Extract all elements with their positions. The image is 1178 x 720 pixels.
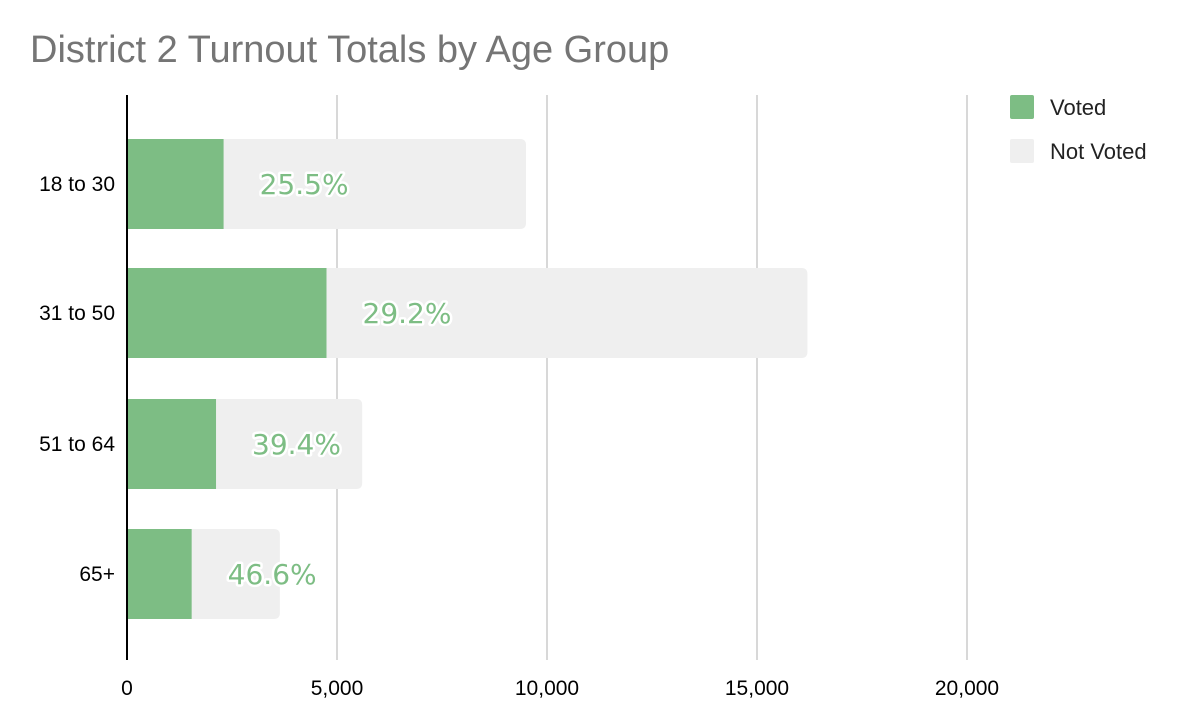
gridlines xyxy=(336,95,968,660)
bar-data-label: 46.6% xyxy=(228,558,317,591)
legend-label: Voted xyxy=(1050,95,1106,120)
x-axis-tick-labels: 0 5,000 10,000 15,000 20,000 xyxy=(121,677,999,700)
y-tick-label: 65+ xyxy=(79,563,115,586)
bar-data-label: 39.4% xyxy=(252,428,341,461)
bar-data-label: 29.2% xyxy=(363,297,452,330)
y-axis-tick-labels: 18 to 30 31 to 50 51 to 64 65+ xyxy=(39,173,115,586)
bar-data-label: 25.5% xyxy=(260,168,349,201)
y-tick-label: 31 to 50 xyxy=(39,302,115,325)
bar-voted xyxy=(127,139,224,229)
x-tick-label: 20,000 xyxy=(935,677,999,700)
x-tick-label: 10,000 xyxy=(515,677,579,700)
legend-swatch xyxy=(1010,95,1034,119)
y-tick-label: 51 to 64 xyxy=(39,433,115,456)
bar-voted xyxy=(127,399,217,489)
legend-label: Not Voted xyxy=(1050,139,1147,164)
bar-not-voted xyxy=(191,529,280,619)
x-tick-label: 15,000 xyxy=(725,677,789,700)
x-tick-label: 5,000 xyxy=(311,677,364,700)
bar-voted xyxy=(127,529,192,619)
bar-not-voted xyxy=(216,399,363,489)
bar-not-voted xyxy=(326,268,808,358)
legend-swatch xyxy=(1010,139,1034,163)
bar-not-voted xyxy=(223,139,526,229)
x-tick-label: 0 xyxy=(121,677,133,700)
bars xyxy=(127,139,808,619)
bar-voted xyxy=(127,268,327,358)
data-labels: 25.5% 29.2% 39.4% 46.6% xyxy=(225,166,454,594)
legend: Voted Not Voted xyxy=(1010,95,1147,164)
chart-title: District 2 Turnout Totals by Age Group xyxy=(30,29,669,71)
y-tick-label: 18 to 30 xyxy=(39,173,115,196)
